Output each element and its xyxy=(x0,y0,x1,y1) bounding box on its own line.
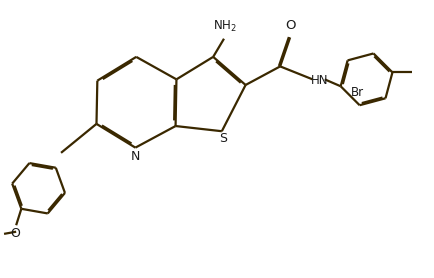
Text: N: N xyxy=(130,150,140,163)
Text: HN: HN xyxy=(310,74,327,87)
Text: O: O xyxy=(10,227,20,240)
Text: NH$_2$: NH$_2$ xyxy=(213,19,236,34)
Text: Br: Br xyxy=(350,86,363,99)
Text: O: O xyxy=(285,19,296,32)
Text: S: S xyxy=(218,132,226,145)
